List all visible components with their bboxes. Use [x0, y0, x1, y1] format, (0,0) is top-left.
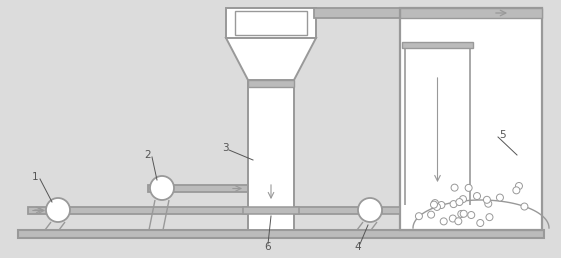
Circle shape: [458, 211, 465, 217]
Circle shape: [477, 220, 484, 227]
Bar: [28, 207, 370, 214]
Circle shape: [485, 200, 492, 207]
Circle shape: [416, 213, 422, 220]
Circle shape: [521, 203, 528, 210]
Circle shape: [451, 184, 458, 191]
Text: 6: 6: [265, 242, 272, 252]
Bar: [235, 11, 307, 35]
Bar: [248, 80, 294, 87]
Text: 3: 3: [222, 143, 228, 153]
Circle shape: [496, 194, 503, 201]
Circle shape: [455, 218, 462, 225]
Polygon shape: [226, 38, 316, 80]
Bar: [18, 230, 544, 238]
Bar: [248, 80, 294, 230]
Circle shape: [427, 211, 435, 218]
Circle shape: [438, 201, 445, 208]
Text: 1: 1: [31, 172, 38, 182]
Bar: [400, 8, 542, 230]
Circle shape: [440, 218, 447, 225]
Circle shape: [460, 210, 467, 217]
Circle shape: [449, 215, 456, 222]
Bar: [400, 8, 542, 18]
Bar: [148, 185, 260, 192]
Circle shape: [431, 200, 439, 207]
Bar: [402, 42, 473, 48]
Circle shape: [434, 204, 440, 211]
Text: 5: 5: [500, 130, 507, 140]
Bar: [243, 207, 299, 214]
Circle shape: [516, 182, 522, 189]
Bar: [226, 8, 316, 38]
Circle shape: [456, 199, 463, 206]
Circle shape: [150, 176, 174, 200]
Circle shape: [513, 187, 520, 194]
Text: 2: 2: [145, 150, 151, 160]
Circle shape: [459, 196, 467, 203]
Circle shape: [46, 198, 70, 222]
Circle shape: [484, 196, 490, 203]
Circle shape: [473, 192, 481, 199]
Circle shape: [450, 201, 457, 208]
Bar: [382, 207, 400, 214]
Circle shape: [430, 201, 438, 208]
Circle shape: [486, 214, 493, 221]
Circle shape: [468, 212, 475, 219]
Bar: [314, 8, 400, 18]
Circle shape: [358, 198, 382, 222]
Circle shape: [465, 184, 472, 191]
Text: 4: 4: [355, 242, 361, 252]
